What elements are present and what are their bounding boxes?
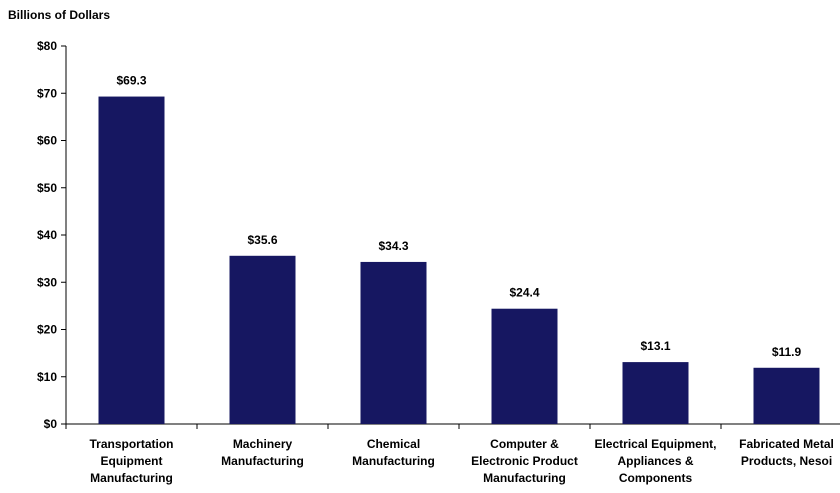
x-tick-label: Manufacturing <box>90 471 173 485</box>
x-tick-label: Equipment <box>101 454 163 468</box>
y-tick-label: $70 <box>37 86 57 100</box>
data-label: $24.4 <box>509 286 539 300</box>
x-tick-label: Computer & <box>490 437 559 451</box>
bar <box>491 308 558 424</box>
bar <box>360 261 427 424</box>
y-tick-label: $10 <box>37 370 57 384</box>
bar <box>753 367 820 424</box>
data-label: $34.3 <box>378 239 408 253</box>
data-label: $13.1 <box>640 339 670 353</box>
data-label: $35.6 <box>247 233 277 247</box>
bar <box>98 96 165 425</box>
x-tick-label: Machinery <box>233 437 293 451</box>
bar <box>622 362 689 424</box>
y-tick-label: $40 <box>37 228 57 242</box>
x-tick-label: Components <box>619 471 693 485</box>
x-tick-label: Manufacturing <box>352 454 435 468</box>
y-tick-label: $30 <box>37 275 57 289</box>
x-tick-label: Manufacturing <box>221 454 304 468</box>
x-tick-label: Transportation <box>89 437 173 451</box>
x-tick-label: Appliances & <box>617 454 693 468</box>
y-axis-title: Billions of Dollars <box>8 8 111 22</box>
y-tick-label: $50 <box>37 181 57 195</box>
y-tick-label: $20 <box>37 323 57 337</box>
y-tick-label: $80 <box>37 39 57 53</box>
bar <box>229 255 296 424</box>
x-tick-label: Chemical <box>367 437 420 451</box>
x-tick-label: Electrical Equipment, <box>594 437 716 451</box>
x-tick-label: Electronic Product <box>471 454 578 468</box>
data-label: $69.3 <box>116 74 146 88</box>
data-label: $11.9 <box>772 345 802 359</box>
x-tick-label: Fabricated Metal <box>739 437 834 451</box>
x-tick-label: Products, Nesoi <box>741 454 832 468</box>
y-tick-label: $60 <box>37 134 57 148</box>
x-tick-label: Manufacturing <box>483 471 566 485</box>
y-tick-label: $0 <box>44 417 58 431</box>
